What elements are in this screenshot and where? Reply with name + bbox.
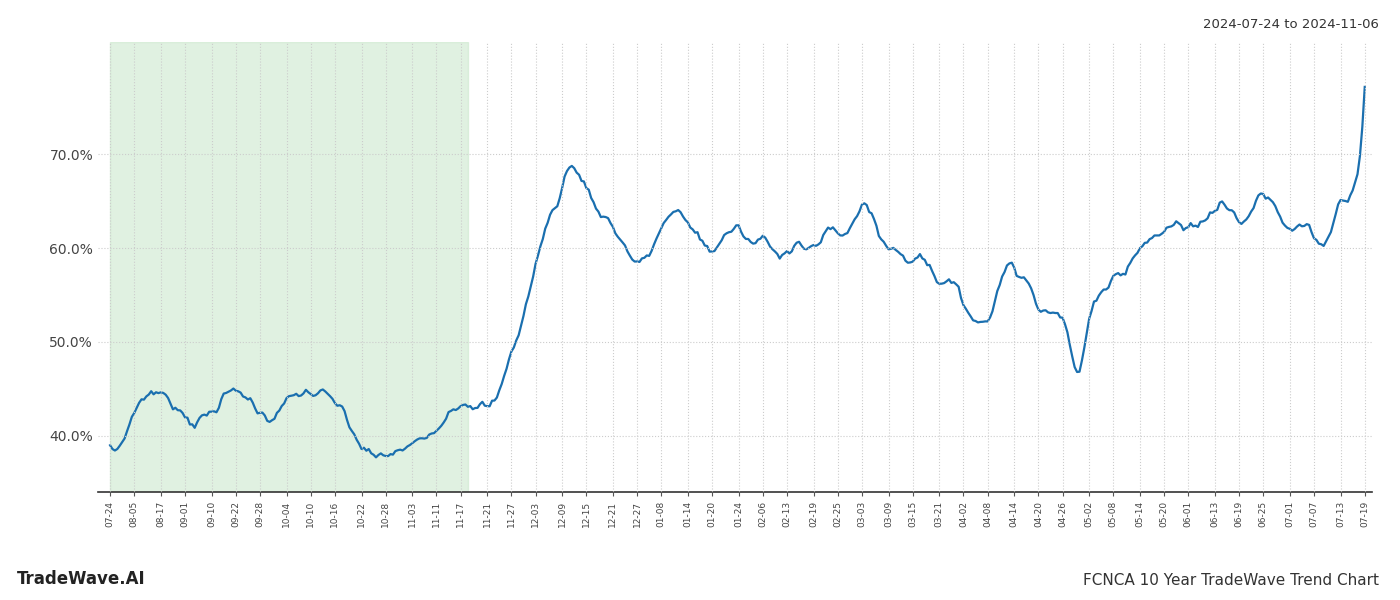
Text: 2024-07-24 to 2024-11-06: 2024-07-24 to 2024-11-06 (1203, 18, 1379, 31)
Text: TradeWave.AI: TradeWave.AI (17, 570, 146, 588)
Text: FCNCA 10 Year TradeWave Trend Chart: FCNCA 10 Year TradeWave Trend Chart (1084, 573, 1379, 588)
Bar (111, 42, 469, 492)
